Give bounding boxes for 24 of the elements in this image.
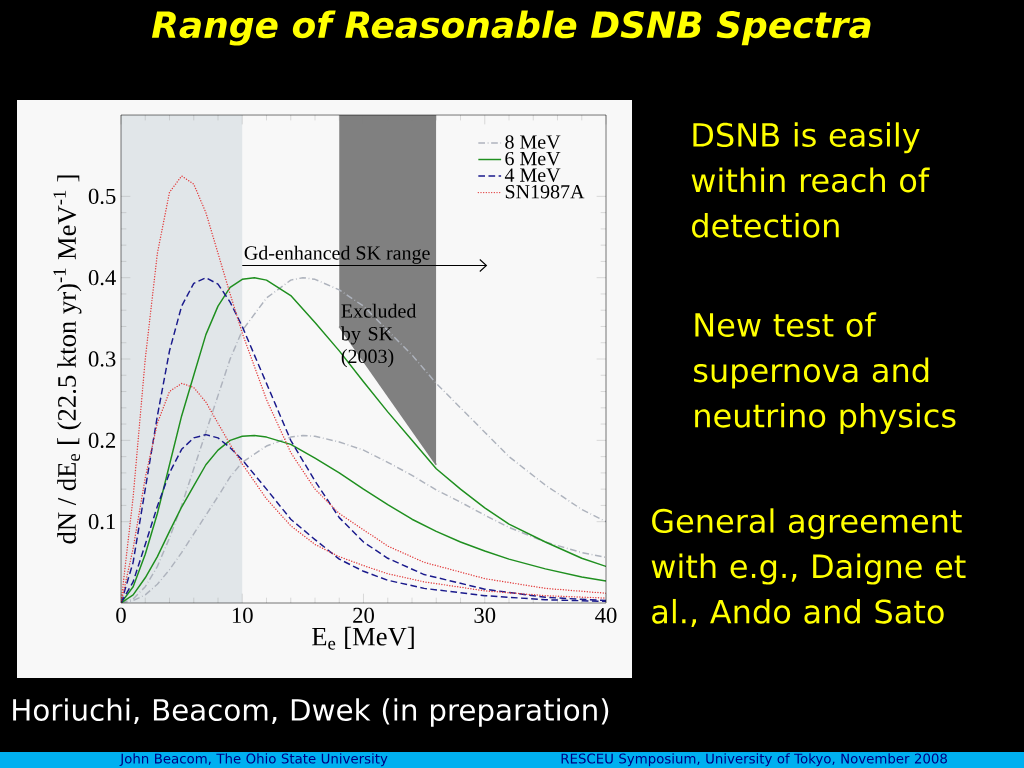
text: John Beacom, The Ohio State University bbox=[119, 753, 388, 767]
x-tick-label: 40 bbox=[595, 607, 617, 624]
annotation: Gd-enhanced SK range bbox=[244, 245, 430, 264]
text: Horiuchi, Beacom, Dwek (in preparation) bbox=[13, 698, 609, 727]
y-tick-label: 0.1 bbox=[88, 513, 115, 530]
x-tick-label: 30 bbox=[474, 607, 496, 624]
legend-label: 8 MeV bbox=[505, 135, 561, 149]
x-tick-label: 0 bbox=[116, 607, 126, 624]
x-tick-label: 10 bbox=[232, 607, 253, 624]
text: General agreement with e.g., Daigne et al., Ando and Sato bbox=[651, 508, 966, 627]
text: New test of supernova and neutrino physics bbox=[694, 312, 956, 434]
y-axis-title: dN / dE$_{e}$ [ (22.5 kton yr)$^{-1}$ MeV$^{-1}$ ] bbox=[53, 175, 82, 544]
text: RESCEU Symposium, University of Tokyo, November 2008 bbox=[561, 753, 947, 767]
y-tick-label: 0.4 bbox=[88, 269, 116, 286]
y-tick-label: 0.3 bbox=[88, 351, 116, 367]
chart-title: Range of Reasonable DSNB Spectra bbox=[151, 10, 871, 46]
y-tick-label: 0.2 bbox=[88, 432, 116, 449]
y-tick-label: 0.5 bbox=[88, 188, 116, 205]
legend-label: 4 MeV bbox=[504, 168, 561, 182]
x-axis-title: E$_{e}$ [MeV] bbox=[312, 626, 414, 650]
legend-label: 6 MeV bbox=[505, 151, 561, 166]
legend-label: SN1987A bbox=[505, 184, 585, 199]
x-tick-label: 20 bbox=[353, 607, 374, 624]
text: DSNB is easily within reach of detection bbox=[691, 122, 930, 238]
